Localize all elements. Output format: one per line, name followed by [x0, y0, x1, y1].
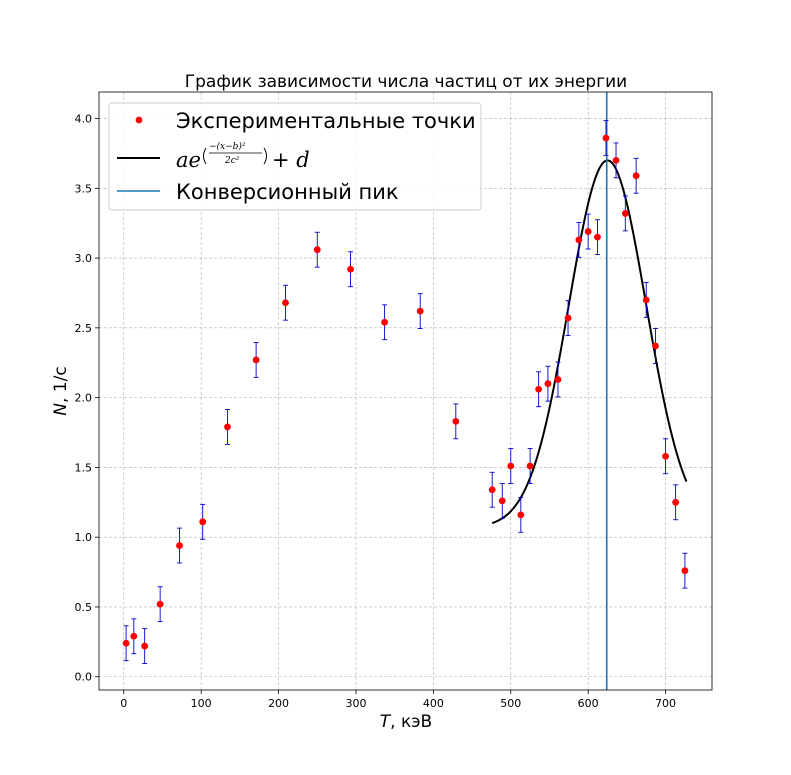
data-point — [681, 567, 689, 575]
y-axis-label: N, 1/с — [51, 366, 71, 415]
data-point — [642, 296, 650, 304]
legend-marker-points — [135, 116, 143, 124]
y-axis-unit: , 1/с — [51, 366, 71, 403]
legend: Экспериментальные точки ae −(x−b)² 2c² +… — [108, 102, 482, 211]
x-axis-ticks: 0 100 200 300 400 500 600 700 — [120, 690, 676, 710]
formula-paren-left — [203, 147, 207, 165]
x-axis-unit: , кэВ — [390, 712, 432, 732]
data-point — [313, 246, 321, 254]
y-tick-label: 1.0 — [75, 531, 93, 544]
data-point — [602, 134, 610, 142]
legend-label-points: Экспериментальные точки — [176, 109, 476, 133]
x-tick-label: 700 — [655, 697, 676, 710]
data-point — [662, 452, 669, 460]
data-points-group — [122, 120, 689, 664]
x-tick-label: 100 — [191, 697, 212, 710]
x-tick-label: 200 — [268, 697, 289, 710]
formula-paren-right — [263, 147, 267, 165]
axes-frame — [98, 91, 713, 691]
data-point — [584, 228, 592, 235]
data-point — [122, 639, 130, 647]
legend-label-peak: Конверсионный пик — [176, 180, 399, 204]
svg-text:ae: ae — [176, 148, 201, 172]
data-point — [554, 376, 562, 383]
data-point — [612, 156, 620, 164]
data-point — [526, 462, 534, 470]
data-point — [575, 236, 583, 244]
y-tick-label: 2.0 — [75, 392, 93, 405]
data-point — [347, 265, 354, 273]
data-point — [535, 385, 543, 393]
y-tick-label: 2.5 — [75, 322, 93, 335]
y-tick-label: 0.5 — [75, 601, 93, 614]
data-point — [632, 172, 640, 180]
y-tick-label: 3.0 — [75, 252, 93, 265]
svg-text:+ d: + d — [272, 148, 310, 172]
data-point — [621, 210, 629, 217]
data-point — [594, 233, 601, 241]
x-tick-label: 500 — [500, 697, 521, 710]
data-point — [199, 518, 207, 526]
data-point — [252, 356, 260, 364]
data-point — [564, 314, 572, 322]
x-tick-label: 400 — [423, 697, 444, 710]
fit-curve — [491, 159, 688, 525]
y-axis-ticks: 0.0 0.5 1.0 1.5 2.0 2.5 3.0 3.5 4.0 — [75, 113, 99, 684]
fit-curve-group — [491, 159, 688, 525]
x-tick-label: 600 — [578, 697, 599, 710]
data-point — [416, 307, 424, 315]
x-axis-label: T, кэВ — [380, 712, 432, 732]
svg-text:−(x−b)²: −(x−b)² — [209, 141, 246, 152]
data-point — [130, 632, 138, 640]
y-tick-label: 1.5 — [75, 461, 93, 474]
chart-title: График зависимости числа частиц от их эн… — [185, 72, 627, 92]
y-tick-label: 3.5 — [75, 182, 93, 195]
data-point — [176, 542, 183, 549]
y-tick-label: 0.0 — [75, 671, 93, 684]
data-point — [141, 642, 149, 650]
data-point — [452, 417, 460, 425]
x-axis-variable: T — [380, 712, 392, 732]
x-tick-label: 0 — [120, 697, 127, 710]
data-point — [672, 498, 680, 506]
data-point — [498, 497, 506, 505]
svg-text:2c²: 2c² — [224, 156, 240, 166]
x-tick-label: 300 — [345, 697, 366, 710]
data-point — [507, 462, 515, 470]
data-point — [652, 342, 659, 350]
data-point — [381, 318, 389, 326]
legend-box — [108, 102, 482, 211]
legend-label-fit: ae −(x−b)² 2c² + d — [176, 141, 310, 172]
data-point — [282, 299, 289, 307]
data-point — [224, 423, 231, 431]
y-tick-label: 4.0 — [75, 113, 93, 126]
data-point — [517, 511, 525, 519]
y-axis-variable: N — [51, 403, 71, 416]
data-point — [156, 600, 164, 608]
data-point — [488, 486, 496, 494]
data-point — [544, 380, 552, 388]
